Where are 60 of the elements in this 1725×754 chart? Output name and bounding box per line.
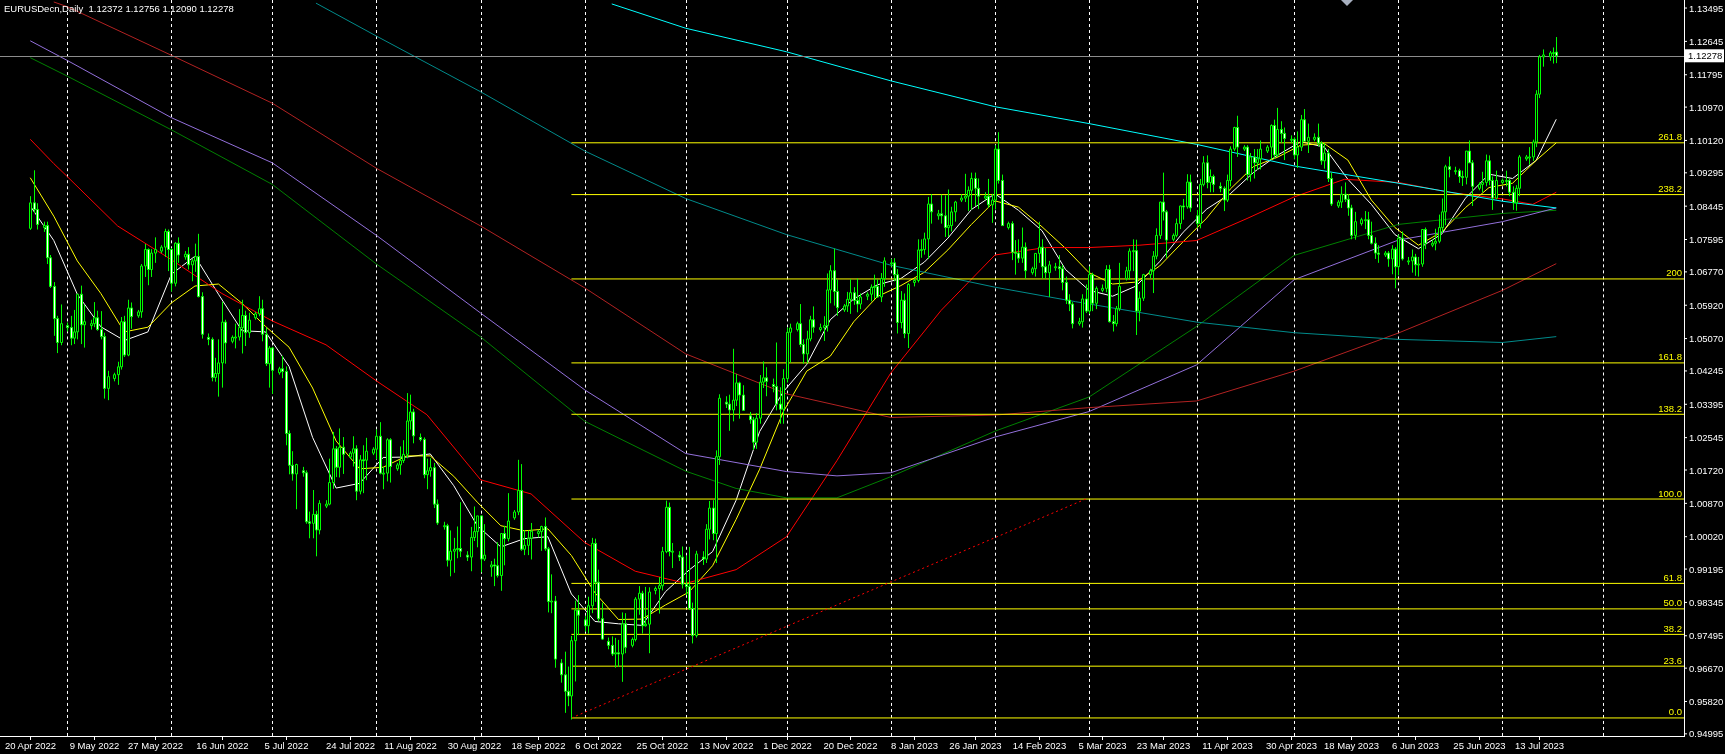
x-tick-label: 20 Dec 2022 — [823, 740, 878, 751]
x-tick-label: 18 May 2023 — [1324, 740, 1379, 751]
x-tick-label: 26 Jan 2023 — [949, 740, 1002, 751]
x-tick-label: 18 Sep 2022 — [511, 740, 566, 751]
x-tick-label: 1 Dec 2022 — [763, 740, 812, 751]
x-tick-label: 25 Oct 2022 — [636, 740, 689, 751]
x-tick-label: 30 Aug 2022 — [447, 740, 502, 751]
y-tick-label: 0.99195 — [1689, 563, 1724, 575]
x-tick-label: 8 Jan 2023 — [890, 740, 939, 751]
series-label: 100.0 — [1658, 487, 1682, 499]
y-tick-label: 1.10970 — [1689, 101, 1724, 113]
y-tick-label: 1.06770 — [1689, 266, 1724, 278]
ref-line-label: 1.12278 — [1688, 50, 1723, 62]
y-tick-label: 1.07595 — [1689, 234, 1724, 246]
x-tick-label: 6 Jun 2023 — [1391, 740, 1440, 751]
y-tick-label: 0.96670 — [1689, 662, 1724, 674]
series-label: 161.8 — [1658, 351, 1682, 363]
x-tick-label: 11 Apr 2023 — [1202, 740, 1253, 751]
x-tick-label: 25 Jun 2023 — [1453, 740, 1506, 751]
y-tick-label: 1.11795 — [1689, 69, 1723, 81]
series-label: 38.2 — [1663, 622, 1682, 634]
y-tick-label: 1.03395 — [1689, 398, 1724, 410]
y-tick-label: 1.08445 — [1689, 200, 1724, 212]
y-tick-label: 1.10120 — [1689, 134, 1724, 146]
y-tick-label: 0.97495 — [1689, 630, 1724, 642]
x-tick-label: 30 Apr 2023 — [1265, 740, 1318, 751]
x-tick-label: 6 Oct 2022 — [575, 740, 622, 751]
x-tick-label: 13 Jul 2023 — [1514, 740, 1565, 751]
x-tick-label: 16 Jun 2022 — [196, 740, 249, 751]
x-tick-label: 5 Jul 2022 — [264, 740, 309, 751]
series-label: 0.0 — [1668, 706, 1682, 718]
y-tick-label: 1.04245 — [1689, 365, 1724, 377]
series-label: 138.2 — [1658, 402, 1682, 414]
y-tick-label: 1.13495 — [1689, 2, 1724, 14]
x-tick-label: 23 Mar 2023 — [1136, 740, 1191, 751]
series-label: 200 — [1666, 267, 1682, 279]
x-tick-label: 24 Jul 2022 — [325, 740, 376, 751]
y-tick-label: 0.95820 — [1689, 695, 1724, 707]
x-tick-label: 27 May 2022 — [128, 740, 183, 751]
x-tick-label: 11 Aug 2022 — [384, 740, 437, 751]
series-label: 50.0 — [1663, 597, 1682, 609]
x-tick-label: 5 Mar 2023 — [1078, 740, 1127, 751]
y-tick-label: 1.09295 — [1689, 167, 1724, 179]
y-tick-label: 1.05070 — [1689, 333, 1724, 345]
x-tick-label: 13 Nov 2022 — [699, 740, 754, 751]
y-tick-label: 1.12645 — [1689, 35, 1724, 47]
y-tick-label: 0.98345 — [1689, 596, 1724, 608]
series-label: 61.8 — [1663, 571, 1682, 583]
y-tick-label: 0.94995 — [1689, 728, 1724, 740]
y-tick-label: 1.02545 — [1689, 432, 1724, 444]
y-tick-label: 1.01720 — [1689, 464, 1724, 476]
x-tick-label: 9 May 2022 — [69, 740, 120, 751]
series-label: 23.6 — [1663, 654, 1682, 666]
x-tick-label: 20 Apr 2022 — [4, 740, 57, 751]
y-tick-label: 1.00020 — [1689, 531, 1724, 543]
y-tick-label: 1.00870 — [1689, 497, 1724, 509]
y-tick-label: 1.05920 — [1689, 299, 1724, 311]
x-tick-label: 14 Feb 2023 — [1012, 740, 1067, 751]
series-label: 261.8 — [1658, 131, 1682, 143]
series-label: 238.2 — [1658, 183, 1682, 195]
